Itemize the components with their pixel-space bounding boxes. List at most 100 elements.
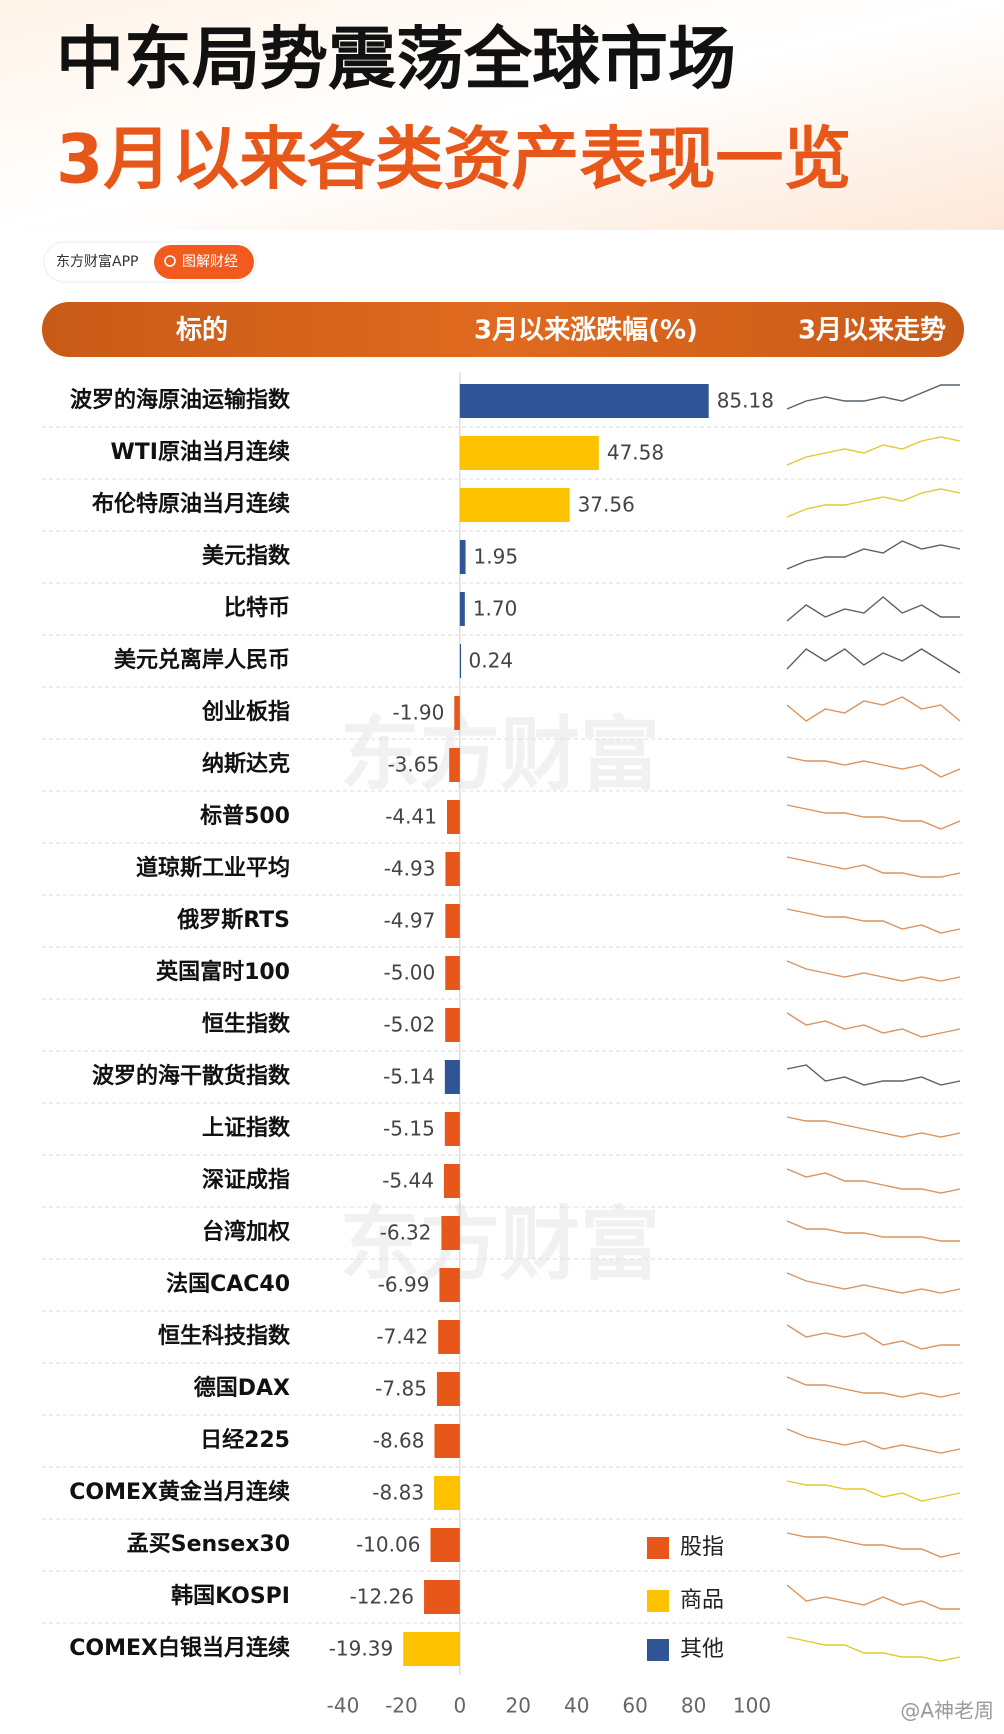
category-label: 美元指数 (202, 543, 291, 569)
category-label: COMEX白银当月连续 (69, 1635, 290, 1661)
trend-line (786, 596, 960, 622)
value-label: 47.58 (607, 441, 664, 465)
value-label: -8.68 (373, 1429, 425, 1453)
category-label: 比特币 (224, 595, 290, 621)
x-tick-label: 0 (453, 1694, 466, 1718)
trend-line (786, 648, 961, 674)
credit: @A神老周 (900, 1699, 994, 1723)
category-label: COMEX黄金当月连续 (69, 1479, 290, 1505)
value-label: -3.65 (387, 753, 439, 777)
trend-line (786, 1272, 961, 1294)
value-label: -5.14 (383, 1065, 435, 1089)
category-label: 波罗的海原油运输指数 (70, 387, 291, 413)
bar (445, 1008, 460, 1042)
x-tick-label: 100 (733, 1694, 771, 1718)
category-label: 深证成指 (202, 1168, 290, 1193)
value-label: -5.44 (382, 1169, 434, 1193)
value-label: 0.24 (469, 649, 514, 673)
x-tick-label: -40 (327, 1694, 360, 1718)
category-label: 标普500 (200, 803, 290, 829)
bar (439, 1268, 460, 1302)
bar (459, 540, 466, 574)
trend-line (786, 1584, 960, 1610)
bar (446, 800, 460, 834)
category-label: 创业板指 (201, 700, 290, 725)
trend-line (786, 1376, 961, 1398)
category-label: 日经225 (200, 1427, 290, 1453)
trend-line (786, 1324, 960, 1350)
column-header: 3月以来涨跌幅(%) (474, 316, 698, 346)
trend-line (786, 756, 961, 778)
category-label: 韩国KOSPI (171, 1583, 290, 1609)
category-label: 波罗的海干散货指数 (92, 1063, 291, 1089)
bar (445, 852, 460, 886)
bar (444, 1060, 460, 1094)
trend-line (786, 856, 961, 878)
bar (459, 384, 709, 418)
trend-line (786, 1116, 961, 1138)
bar (459, 488, 570, 522)
category-label: 上证指数 (202, 1115, 291, 1141)
value-label: -4.97 (384, 909, 436, 933)
bar (424, 1580, 460, 1614)
trend-line (786, 1532, 961, 1558)
x-tick-label: 80 (681, 1694, 706, 1718)
value-label: 1.95 (474, 545, 519, 569)
bar (438, 1320, 460, 1354)
legend-swatch (647, 1590, 669, 1612)
bar (441, 1216, 460, 1250)
trend-line (786, 804, 961, 830)
trend-line (786, 1480, 961, 1502)
value-label: -5.15 (383, 1117, 435, 1141)
value-label: -6.32 (380, 1221, 432, 1245)
trend-line (786, 960, 961, 982)
x-tick-label: 60 (622, 1694, 647, 1718)
category-label: WTI原油当月连续 (111, 439, 290, 465)
table-header (42, 302, 964, 357)
value-label: -4.93 (384, 857, 436, 881)
category-label: 英国富时100 (156, 959, 290, 985)
category-label: 道琼斯工业平均 (136, 855, 290, 881)
bar (403, 1632, 460, 1666)
bar (430, 1528, 460, 1562)
search-icon (164, 255, 176, 267)
value-label: -1.90 (393, 701, 445, 725)
trend-line (786, 1428, 961, 1454)
bar (459, 592, 465, 626)
header-background (0, 0, 1004, 230)
value-label: -19.39 (329, 1637, 393, 1661)
trend-line (786, 1220, 960, 1242)
x-tick-label: 20 (506, 1694, 531, 1718)
legend-swatch (647, 1537, 669, 1559)
column-header: 标的 (176, 315, 228, 346)
trend-line (786, 540, 961, 570)
bar (444, 1112, 460, 1146)
category-label: 台湾加权 (202, 1219, 291, 1245)
category-label: 恒生科技指数 (158, 1323, 291, 1349)
watermark: 东方财富 (340, 1198, 660, 1291)
bar (449, 748, 460, 782)
column-header: 3月以来走势 (798, 316, 946, 346)
value-label: -5.02 (383, 1013, 435, 1037)
value-label: -10.06 (356, 1533, 420, 1557)
value-label: 37.56 (578, 493, 635, 517)
title: 中东局势震荡全球市场 (56, 21, 736, 100)
category-label: 布伦特原油当月连续 (92, 491, 290, 517)
trend-line (786, 1168, 961, 1194)
subtitle: 3月以来各类资产表现一览 (56, 121, 851, 200)
category-label: 恒生指数 (202, 1011, 291, 1037)
legend-label: 其他 (680, 1637, 724, 1662)
bar (445, 904, 460, 938)
category-label: 法国CAC40 (166, 1272, 290, 1297)
category-label: 德国DAX (194, 1375, 290, 1401)
x-tick-label: 40 (564, 1694, 589, 1718)
legend-label: 股指 (680, 1535, 724, 1560)
badge-bg (154, 245, 254, 279)
trend-line (786, 436, 961, 466)
legend-label: 商品 (680, 1588, 724, 1613)
value-label: 1.70 (473, 597, 518, 621)
bar (443, 1164, 460, 1198)
bar (434, 1424, 460, 1458)
value-label: -4.41 (385, 805, 437, 829)
